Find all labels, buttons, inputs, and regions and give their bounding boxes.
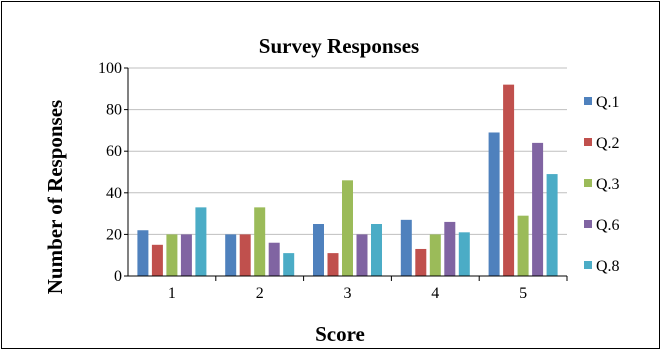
legend-swatch	[584, 179, 592, 187]
legend-label: Q.2	[596, 135, 620, 152]
legend-label: Q.3	[596, 176, 620, 193]
bar-q2-score-5	[503, 84, 515, 276]
bar-q8-score-5	[546, 174, 558, 276]
legend-swatch	[584, 261, 592, 269]
bar-q6-score-2	[268, 242, 280, 276]
bar-q2-score-2	[239, 234, 251, 276]
y-tick-label: 80	[106, 102, 122, 119]
bar-q2-score-4	[415, 248, 427, 276]
bar-q1-score-5	[488, 132, 500, 276]
x-tick-label: 4	[431, 285, 439, 302]
bar-q2-score-3	[327, 253, 339, 276]
bar-q3-score-4	[429, 234, 441, 276]
bar-q2-score-1	[151, 244, 163, 276]
x-tick-label: 5	[519, 285, 527, 302]
bar-q6-score-3	[356, 234, 368, 276]
axes: 0 20 40 60 80 100 1 2 3 4 5	[98, 60, 568, 302]
y-tick-label: 100	[98, 60, 122, 77]
x-tick-label: 1	[168, 285, 176, 302]
legend-swatch	[584, 220, 592, 228]
bar-q3-score-1	[166, 234, 178, 276]
bar-q6-score-5	[532, 142, 544, 276]
bar-q1-score-1	[137, 230, 149, 276]
x-axis-title: Score	[315, 322, 365, 346]
bar-q8-score-2	[283, 253, 295, 276]
y-tick-label: 0	[114, 268, 122, 285]
legend-label: Q.8	[596, 258, 620, 275]
legend-swatch	[584, 97, 592, 105]
bar-q1-score-4	[400, 219, 412, 276]
legend-label: Q.1	[596, 94, 620, 111]
y-tick-label: 20	[106, 226, 122, 243]
x-tick-label: 2	[256, 285, 264, 302]
bar-q3-score-5	[517, 215, 529, 276]
bar-q6-score-4	[444, 221, 456, 276]
legend: Q.1 Q.2 Q.3 Q.6 Q.8	[584, 94, 620, 275]
y-tick-label: 40	[106, 185, 122, 202]
legend-swatch	[584, 138, 592, 146]
bar-q3-score-3	[342, 180, 353, 276]
y-tick-label: 60	[106, 143, 122, 160]
x-tick-label: 3	[344, 285, 352, 302]
bar-q3-score-2	[254, 207, 266, 276]
y-axis-title: Number of Responses	[43, 100, 67, 294]
bar-q6-score-1	[180, 234, 192, 276]
bar-q8-score-1	[195, 207, 207, 276]
chart-title: Survey Responses	[259, 34, 419, 58]
bar-q1-score-3	[313, 224, 324, 276]
bar-q1-score-2	[225, 234, 237, 276]
bar-q8-score-4	[458, 232, 470, 276]
bar-q8-score-3	[371, 224, 382, 276]
bars	[137, 84, 558, 276]
legend-label: Q.6	[596, 217, 620, 234]
